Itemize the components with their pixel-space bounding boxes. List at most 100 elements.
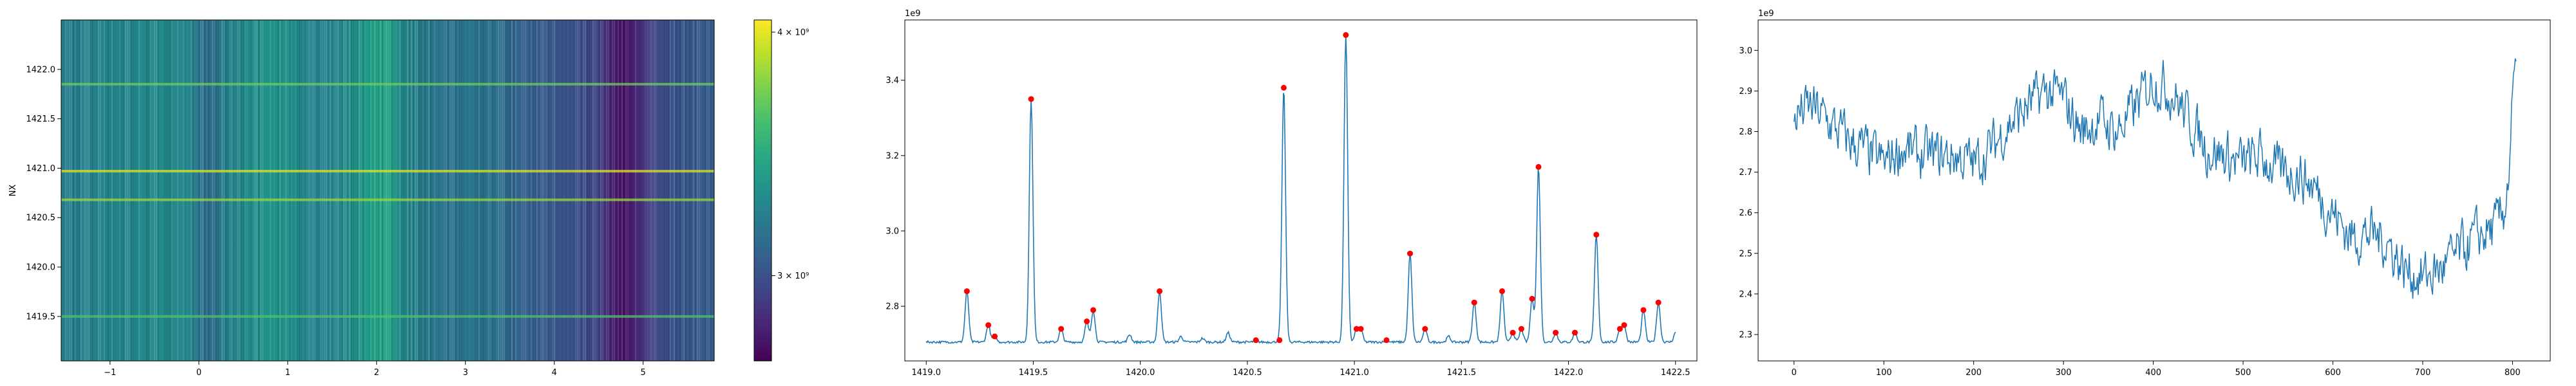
- peak-marker: [1090, 307, 1097, 313]
- peak-marker: [1383, 337, 1390, 344]
- heatmap-column-stripe: [200, 20, 202, 361]
- heatmap-column-stripe: [279, 20, 281, 361]
- heatmap-column-stripe: [359, 20, 360, 361]
- heatmap-column-stripe: [247, 20, 248, 361]
- heatmap-column-stripe: [629, 20, 630, 361]
- heatmap-column-stripe: [272, 20, 273, 361]
- heatmap-column-stripe: [473, 20, 474, 361]
- heatmap-column-stripe: [332, 20, 333, 361]
- peak-marker: [1084, 318, 1090, 325]
- heatmap-column-stripe: [164, 20, 165, 361]
- heatmap-column-stripe: [585, 20, 586, 361]
- peaks-x-tick-label: 1422.5: [1661, 368, 1690, 378]
- timeseries-x-tick-label: 200: [1965, 368, 1982, 378]
- heatmap-column-stripe: [158, 20, 159, 361]
- peak-marker: [1058, 326, 1065, 332]
- heatmap-column-stripe: [571, 20, 573, 361]
- peaks-line-panel: 1e9 1419.0 1419.5 1420.0 1420.5 1421.0 1421.5…: [886, 9, 1698, 378]
- heatmap-column-stripe: [175, 20, 176, 361]
- heatmap-column-stripe: [285, 20, 287, 361]
- heatmap-column-stripe: [382, 20, 383, 361]
- heatmap-column-stripe: [334, 20, 335, 361]
- heatmap-column-stripe: [691, 20, 692, 361]
- heatmap-x-tick-label: 2: [374, 368, 379, 378]
- timeseries-y-ticks: 2.3 2.4 2.5 2.6 2.7 2.8 2.9 3.0: [1739, 46, 1758, 340]
- heatmap-column-stripe: [451, 20, 453, 361]
- heatmap-column-stripe: [633, 20, 634, 361]
- peaks-series-line: [925, 34, 1676, 345]
- heatmap-column-stripe: [194, 20, 196, 361]
- heatmap-x-tick-label: −1: [104, 368, 116, 378]
- heatmap-column-stripe: [187, 20, 188, 361]
- heatmap-column-stripe: [623, 20, 625, 361]
- heatmap-column-stripe: [278, 20, 279, 361]
- heatmap-column-stripe: [270, 20, 271, 361]
- heatmap-column-stripe: [84, 20, 86, 361]
- heatmap-column-stripe: [471, 20, 472, 361]
- heatmap-column-stripe: [552, 20, 553, 361]
- timeseries-x-tick-label: 800: [2505, 368, 2521, 378]
- heatmap-column-stripe: [484, 20, 486, 361]
- heatmap-x-tick-label: 4: [552, 368, 557, 378]
- heatmap-column-stripe: [606, 20, 607, 361]
- heatmap-column-stripe: [328, 20, 329, 361]
- heatmap-column-stripe: [243, 20, 244, 361]
- heatmap-column-stripe: [366, 20, 368, 361]
- heatmap-column-stripe: [446, 20, 447, 361]
- heatmap-column-stripe: [631, 20, 632, 361]
- heatmap-column-stripe: [710, 20, 712, 361]
- heatmap-column-stripe: [177, 20, 178, 361]
- heatmap-column-stripe: [92, 20, 93, 361]
- heatmap-y-tick-label: 1420.0: [26, 263, 56, 273]
- heatmap-bright-rows: [61, 82, 714, 318]
- heatmap-column-stripe: [96, 20, 97, 361]
- heatmap-column-stripe: [388, 20, 389, 361]
- heatmap-column-stripe: [405, 20, 406, 361]
- heatmap-column-stripe: [233, 20, 234, 361]
- heatmap-column-stripe: [127, 20, 128, 361]
- heatmap-column-stripe: [641, 20, 642, 361]
- heatmap-column-stripe: [330, 20, 331, 361]
- heatmap-column-stripe: [115, 20, 117, 361]
- heatmap-column-stripe: [361, 20, 362, 361]
- heatmap-column-stripe: [254, 20, 256, 361]
- heatmap-column-stripe: [82, 20, 84, 361]
- heatmap-column-stripe: [365, 20, 366, 361]
- peaks-y-tick-label: 3.2: [886, 151, 899, 161]
- heatmap-y-tick-label: 1420.5: [26, 214, 56, 223]
- heatmap-column-stripe: [683, 20, 685, 361]
- heatmap-column-stripe: [527, 20, 528, 361]
- peak-marker: [1407, 250, 1414, 257]
- heatmap-column-stripe: [274, 20, 275, 361]
- heatmap-column-stripe: [268, 20, 269, 361]
- heatmap-column-stripe: [245, 20, 246, 361]
- peak-marker: [1280, 84, 1287, 91]
- heatmap-column-stripe: [308, 20, 310, 361]
- heatmap-y-tick-label: 1421.5: [26, 115, 56, 124]
- heatmap-column-stripe: [564, 20, 565, 361]
- heatmap-column-stripe: [614, 20, 615, 361]
- colorbar-tick-label: 3 × 10⁹: [777, 271, 809, 281]
- heatmap-column-stripe: [386, 20, 387, 361]
- heatmap-column-stripe: [363, 20, 364, 361]
- heatmap-column-stripe: [419, 20, 420, 361]
- heatmap-column-stripe: [650, 20, 652, 361]
- heatmap-column-stripe: [75, 20, 76, 361]
- heatmap-column-stripe: [573, 20, 574, 361]
- heatmap-column-stripe: [492, 20, 493, 361]
- heatmap-column-stripe: [137, 20, 138, 361]
- timeseries-y-tick-label: 2.9: [1739, 87, 1752, 96]
- timeseries-y-tick-label: 3.0: [1739, 46, 1752, 56]
- timeseries-y-tick-label: 2.7: [1739, 168, 1752, 178]
- heatmap-column-stripe: [193, 20, 194, 361]
- heatmap-y-tick-label: 1419.5: [26, 312, 56, 322]
- heatmap-column-stripe: [421, 20, 422, 361]
- timeseries-y-tick-label: 2.4: [1739, 290, 1752, 299]
- heatmap-column-stripe: [293, 20, 294, 361]
- heatmap-column-stripe: [546, 20, 547, 361]
- heatmap-column-stripe: [305, 20, 306, 361]
- heatmap-column-stripe: [343, 20, 345, 361]
- heatmap-column-stripe: [77, 20, 78, 361]
- heatmap-column-stripe: [324, 20, 325, 361]
